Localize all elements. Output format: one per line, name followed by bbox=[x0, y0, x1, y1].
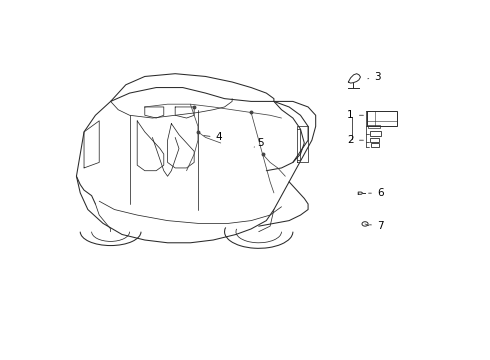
Bar bbox=[369, 131, 381, 136]
Text: 5: 5 bbox=[254, 138, 264, 148]
Bar bbox=[371, 143, 379, 148]
Text: 2: 2 bbox=[347, 135, 364, 145]
Text: 7: 7 bbox=[369, 221, 384, 231]
Text: 6: 6 bbox=[368, 188, 384, 198]
Bar bbox=[368, 125, 380, 128]
Text: 4: 4 bbox=[204, 132, 222, 143]
Bar bbox=[367, 111, 397, 126]
Bar bbox=[370, 138, 379, 142]
Text: 3: 3 bbox=[368, 72, 381, 82]
Text: 1: 1 bbox=[347, 110, 364, 120]
